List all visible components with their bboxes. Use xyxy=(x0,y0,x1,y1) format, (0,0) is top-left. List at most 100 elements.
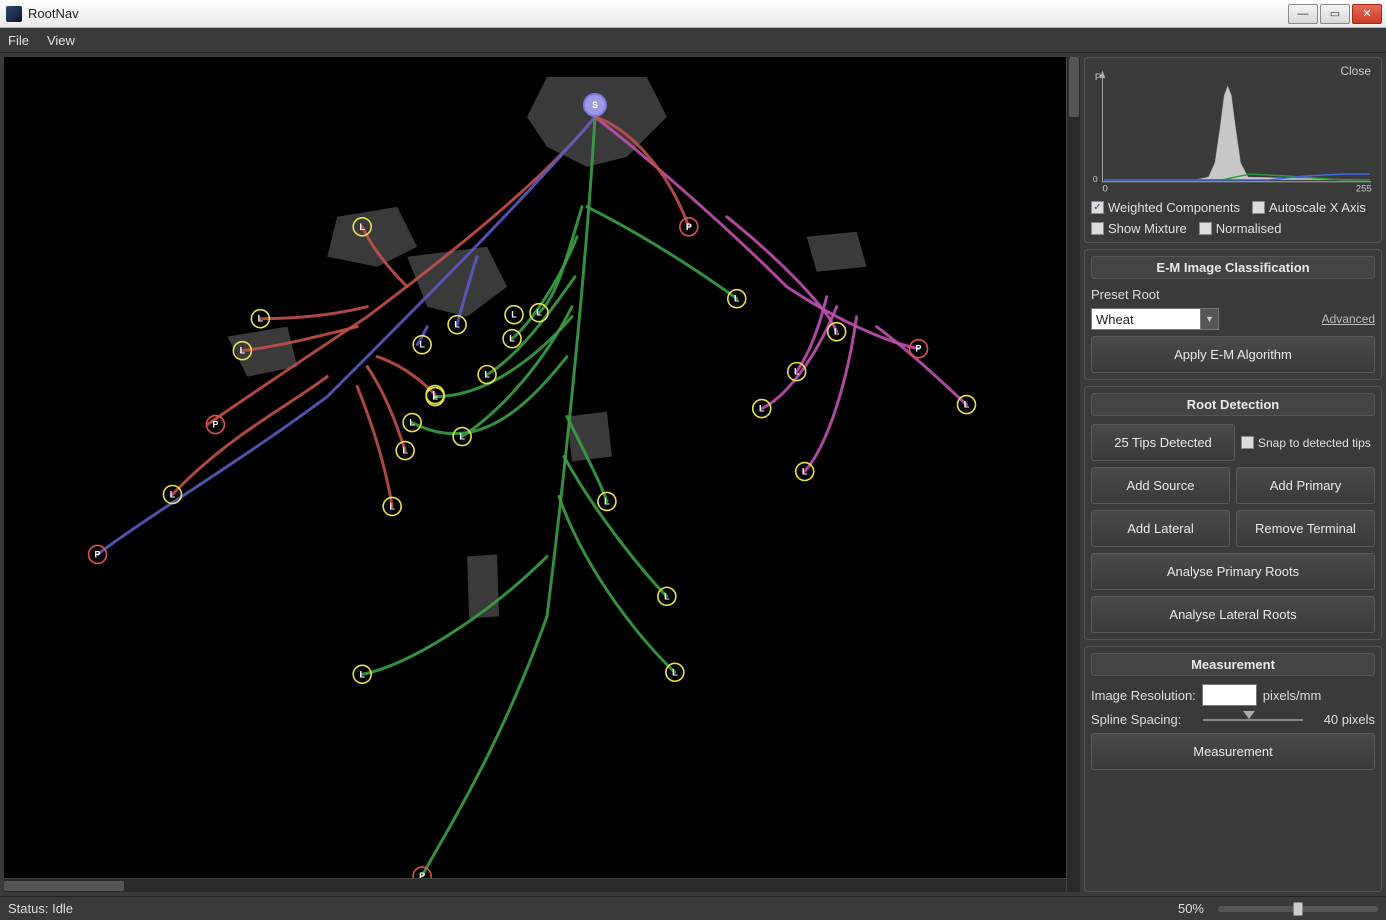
add-lateral-button[interactable]: Add Lateral xyxy=(1091,510,1230,547)
check-mixture-label: Show Mixture xyxy=(1108,221,1187,236)
svg-text:L: L xyxy=(511,310,517,320)
window-buttons: — ▭ ✕ xyxy=(1286,4,1382,24)
preset-label: Preset Root xyxy=(1091,287,1160,302)
window-title: RootNav xyxy=(28,6,1286,21)
measurement-panel: Measurement Image Resolution: pixels/mm … xyxy=(1084,646,1382,892)
snap-check[interactable]: Snap to detected tips xyxy=(1241,424,1375,461)
svg-text:L: L xyxy=(794,367,800,377)
svg-text:P: P xyxy=(686,222,692,232)
menu-file[interactable]: File xyxy=(8,33,29,48)
svg-text:L: L xyxy=(409,418,415,428)
svg-text:L: L xyxy=(672,667,678,677)
svg-text:L: L xyxy=(509,334,515,344)
checkbox-icon xyxy=(1199,222,1212,235)
histogram: Close P00255 xyxy=(1091,64,1375,194)
spline-value: 40 pixels xyxy=(1324,712,1375,727)
measurement-title: Measurement xyxy=(1091,653,1375,676)
histogram-panel: Close P00255 Weighted Components Autosca… xyxy=(1084,57,1382,243)
preset-input[interactable] xyxy=(1091,308,1201,330)
svg-text:P: P xyxy=(212,420,218,430)
svg-text:L: L xyxy=(389,501,395,511)
statusbar: Status: Idle 50% xyxy=(0,896,1386,920)
svg-text:L: L xyxy=(359,222,365,232)
status-text: Status: Idle xyxy=(8,901,73,916)
root-canvas[interactable]: SLLLPLPLLLLLLLLLLLLLLLLPPLLLLLPL xyxy=(4,57,1080,892)
svg-text:L: L xyxy=(759,404,765,414)
spline-slider[interactable] xyxy=(1203,719,1303,721)
histogram-close[interactable]: Close xyxy=(1340,64,1371,78)
tips-detected-button[interactable]: 25 Tips Detected xyxy=(1091,424,1235,461)
svg-text:L: L xyxy=(536,308,542,318)
svg-text:L: L xyxy=(170,489,176,499)
analyse-lateral-button[interactable]: Analyse Lateral Roots xyxy=(1091,596,1375,633)
histogram-checks: Weighted Components Autoscale X Axis Sho… xyxy=(1091,200,1375,236)
check-normalised[interactable]: Normalised xyxy=(1199,221,1282,236)
resolution-unit: pixels/mm xyxy=(1263,688,1322,703)
em-panel: E-M Image Classification Preset Root ▼ A… xyxy=(1084,249,1382,380)
svg-text:L: L xyxy=(419,340,425,350)
detection-title: Root Detection xyxy=(1091,393,1375,416)
titlebar: RootNav — ▭ ✕ xyxy=(0,0,1386,28)
svg-text:S: S xyxy=(592,100,598,110)
svg-text:P: P xyxy=(916,344,922,354)
svg-text:L: L xyxy=(240,346,246,356)
check-autoscale-label: Autoscale X Axis xyxy=(1269,200,1366,215)
preset-select[interactable]: ▼ xyxy=(1091,308,1219,330)
snap-label: Snap to detected tips xyxy=(1258,436,1371,450)
preset-label-row: Preset Root xyxy=(1091,287,1375,302)
svg-text:L: L xyxy=(664,591,670,601)
app-icon xyxy=(6,6,22,22)
measurement-button[interactable]: Measurement xyxy=(1091,733,1375,770)
root-viewer[interactable]: SLLLPLPLLLLLLLLLLLLLLLLPPLLLLLPL xyxy=(4,57,1080,892)
svg-text:L: L xyxy=(359,669,365,679)
maximize-button[interactable]: ▭ xyxy=(1320,4,1350,24)
em-title: E-M Image Classification xyxy=(1091,256,1375,279)
resolution-label: Image Resolution: xyxy=(1091,688,1196,703)
add-source-button[interactable]: Add Source xyxy=(1091,467,1230,504)
svg-text:L: L xyxy=(604,496,610,506)
remove-terminal-button[interactable]: Remove Terminal xyxy=(1236,510,1375,547)
svg-text:L: L xyxy=(459,432,465,442)
check-mixture[interactable]: Show Mixture xyxy=(1091,221,1187,236)
menu-view[interactable]: View xyxy=(47,33,75,48)
zoom-label: 50% xyxy=(1178,901,1204,916)
svg-text:255: 255 xyxy=(1356,183,1372,194)
svg-text:L: L xyxy=(734,294,740,304)
svg-text:L: L xyxy=(454,320,460,330)
svg-text:L: L xyxy=(964,400,970,410)
viewer-vscrollbar[interactable] xyxy=(1066,57,1080,892)
resolution-row: Image Resolution: pixels/mm xyxy=(1091,684,1375,706)
checkbox-icon xyxy=(1091,222,1104,235)
content: SLLLPLPLLLLLLLLLLLLLLLLPPLLLLLPL Close P… xyxy=(0,52,1386,896)
viewer-hscrollbar[interactable] xyxy=(4,878,1066,892)
advanced-link[interactable]: Advanced xyxy=(1322,312,1375,326)
apply-em-button[interactable]: Apply E-M Algorithm xyxy=(1091,336,1375,373)
chevron-down-icon[interactable]: ▼ xyxy=(1201,308,1219,330)
zoom-slider[interactable] xyxy=(1218,906,1378,912)
check-weighted[interactable]: Weighted Components xyxy=(1091,200,1240,215)
detection-panel: Root Detection 25 Tips Detected Snap to … xyxy=(1084,386,1382,640)
check-autoscale[interactable]: Autoscale X Axis xyxy=(1252,200,1366,215)
svg-text:L: L xyxy=(258,314,264,324)
spline-label: Spline Spacing: xyxy=(1091,712,1181,727)
svg-text:L: L xyxy=(432,392,438,402)
menubar: File View xyxy=(0,28,1386,52)
svg-text:L: L xyxy=(802,467,808,477)
checkbox-icon xyxy=(1091,201,1104,214)
histogram-chart: P00255 xyxy=(1091,64,1375,194)
check-weighted-label: Weighted Components xyxy=(1108,200,1240,215)
close-button[interactable]: ✕ xyxy=(1352,4,1382,24)
svg-text:0: 0 xyxy=(1093,174,1098,184)
svg-text:0: 0 xyxy=(1103,183,1108,194)
svg-text:P: P xyxy=(95,549,101,559)
check-normalised-label: Normalised xyxy=(1216,221,1282,236)
checkbox-icon xyxy=(1252,201,1265,214)
svg-text:L: L xyxy=(484,370,490,380)
resolution-input[interactable] xyxy=(1202,684,1257,706)
minimize-button[interactable]: — xyxy=(1288,4,1318,24)
analyse-primary-button[interactable]: Analyse Primary Roots xyxy=(1091,553,1375,590)
add-primary-button[interactable]: Add Primary xyxy=(1236,467,1375,504)
spline-row: Spline Spacing: 40 pixels xyxy=(1091,712,1375,727)
checkbox-icon xyxy=(1241,436,1254,449)
preset-row: ▼ Advanced xyxy=(1091,308,1375,330)
